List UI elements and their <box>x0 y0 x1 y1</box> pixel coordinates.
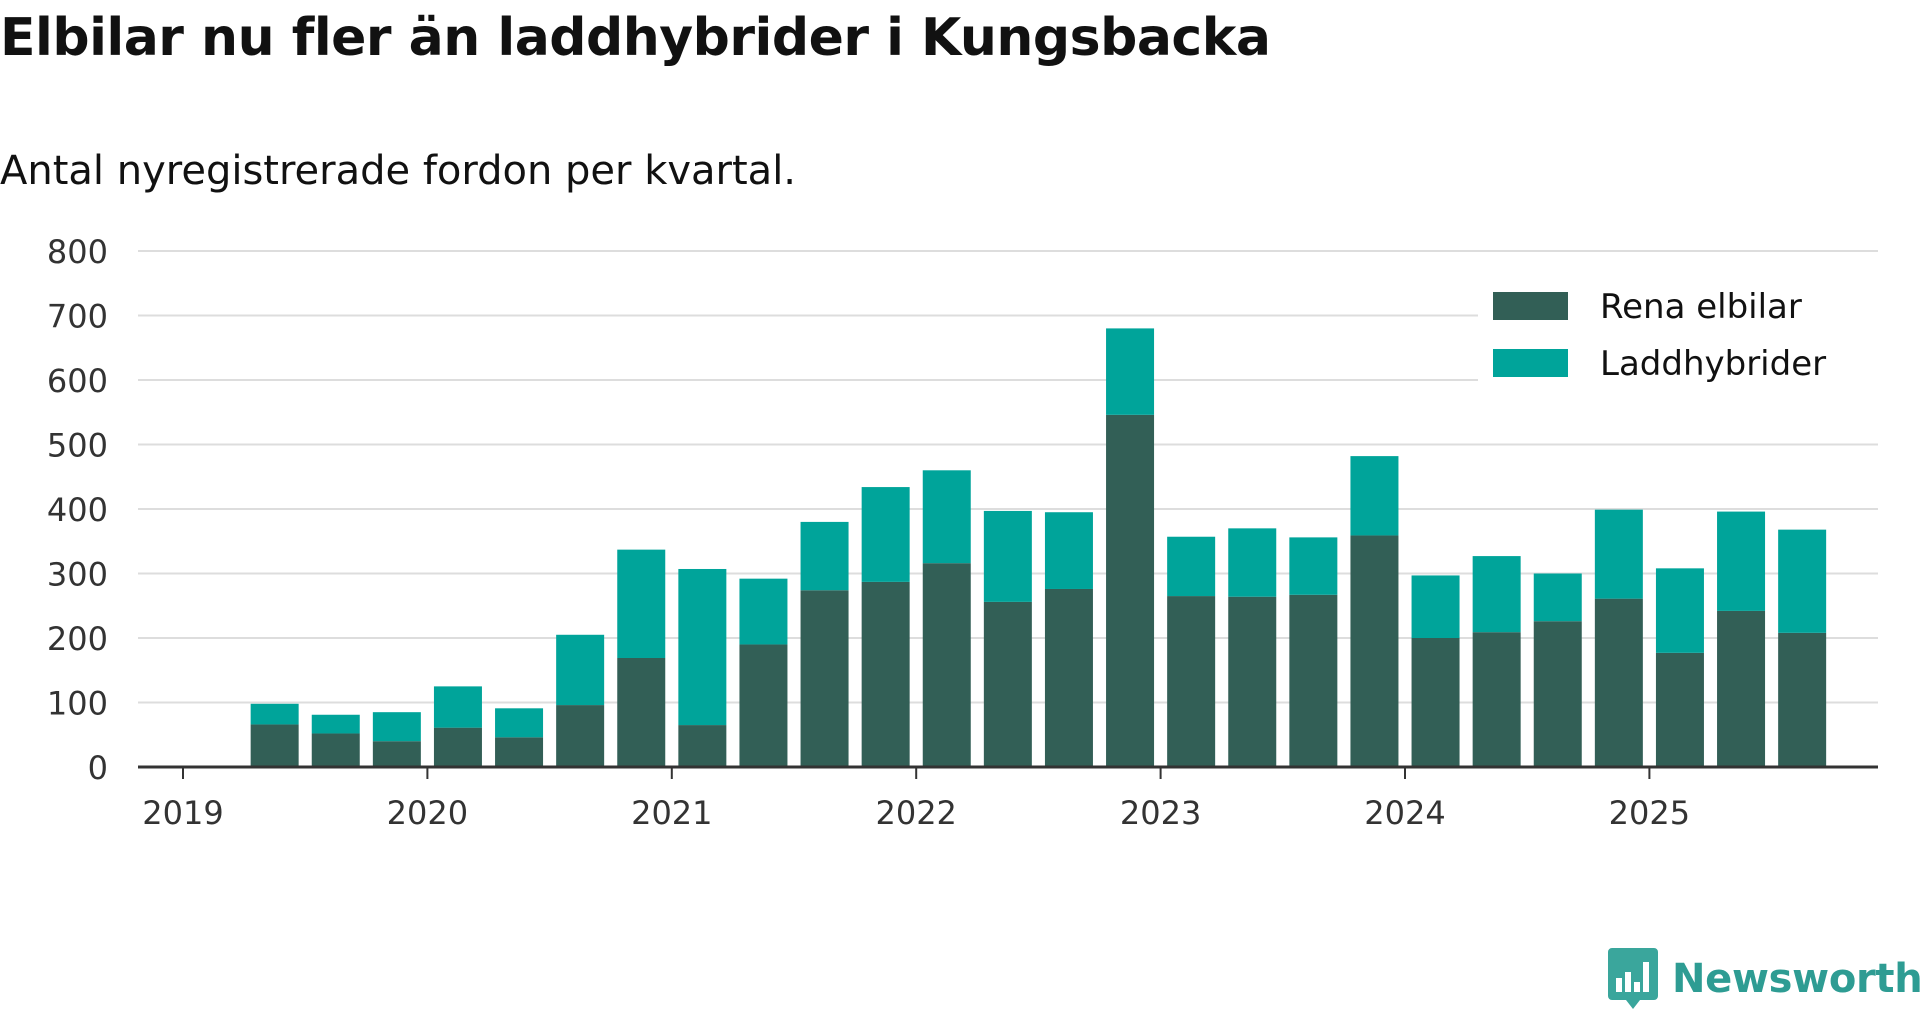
bar-segment <box>1228 528 1277 597</box>
bar-segment <box>1655 568 1704 653</box>
bar-segment <box>433 727 482 767</box>
y-tick-label: 500 <box>47 427 108 465</box>
bar-segment <box>1044 512 1093 589</box>
bar-segment <box>800 521 849 591</box>
y-tick-label: 600 <box>47 362 108 400</box>
bar-segment <box>495 737 544 767</box>
bar-segment <box>1778 529 1827 633</box>
bar-segment <box>1411 638 1460 767</box>
bar-segment <box>861 581 910 767</box>
y-tick-label: 100 <box>47 685 108 723</box>
bar-segment <box>678 725 727 767</box>
bar-segment <box>1167 596 1216 767</box>
x-tick-label: 2021 <box>631 794 712 832</box>
bar-segment <box>433 686 482 728</box>
bar-segment <box>556 705 605 767</box>
bar-segment <box>739 644 788 767</box>
bar-segment <box>617 549 666 658</box>
x-tick-label: 2024 <box>1364 794 1445 832</box>
brand-name: Newsworthy <box>1672 956 1920 1002</box>
bar-segment <box>922 563 971 767</box>
bar-segment <box>1411 575 1460 638</box>
bar-segment <box>556 634 605 706</box>
bar-segment <box>495 708 544 738</box>
bar-segment <box>250 724 299 767</box>
x-axis-ticks: 2019 2020 2021 2022 2023 2024 2025 <box>142 767 1690 832</box>
y-axis-ticks: 0 100 200 300 400 500 600 700 800 <box>47 233 108 787</box>
bar-series <box>250 328 1827 767</box>
bar-segment <box>1350 456 1399 536</box>
legend: Rena elbilar Laddhybrider <box>1478 287 1878 388</box>
bar-segment <box>372 712 421 742</box>
bar-segment <box>678 568 727 726</box>
bar-segment <box>1167 536 1216 597</box>
y-tick-label: 800 <box>47 233 108 271</box>
x-tick-label: 2022 <box>875 794 956 832</box>
y-tick-label: 300 <box>47 556 108 594</box>
bar-segment <box>1594 509 1643 599</box>
y-tick-label: 700 <box>47 298 108 336</box>
bar-segment <box>311 733 360 767</box>
bar-segment <box>1350 535 1399 767</box>
y-tick-label: 0 <box>88 749 108 787</box>
x-tick-label: 2020 <box>387 794 468 832</box>
bar-segment <box>861 487 910 582</box>
bar-segment <box>1717 610 1766 767</box>
legend-label: Rena elbilar <box>1600 287 1802 327</box>
y-tick-label: 200 <box>47 620 108 658</box>
bar-segment <box>617 657 666 767</box>
bar-segment <box>1228 596 1277 767</box>
bar-segment <box>1472 632 1521 767</box>
stacked-bar-chart: 2019 2020 2021 2022 2023 2024 2025 0 100 200 300 4… <box>47 233 1878 832</box>
legend-swatch <box>1493 349 1568 377</box>
bar-segment <box>1533 621 1582 767</box>
newsworthy-logo-icon <box>1608 948 1658 1009</box>
bar-segment <box>1289 537 1338 595</box>
bar-segment <box>739 578 788 645</box>
x-tick-label: 2023 <box>1120 794 1201 832</box>
x-tick-label: 2025 <box>1609 794 1690 832</box>
y-tick-label: 400 <box>47 491 108 529</box>
chart-subtitle: Antal nyregistrerade fordon per kvartal. <box>0 148 797 194</box>
bar-segment <box>1655 652 1704 767</box>
legend-swatch <box>1493 292 1568 320</box>
bar-segment <box>983 601 1032 767</box>
brand: Newsworthy <box>1608 948 1920 1010</box>
bar-segment <box>1044 588 1093 767</box>
bar-segment <box>1472 556 1521 633</box>
bar-segment <box>250 703 299 725</box>
bar-segment <box>1533 573 1582 622</box>
bar-segment <box>1106 414 1155 767</box>
bar-segment <box>800 590 849 767</box>
bar-segment <box>1778 632 1827 767</box>
bar-segment <box>1106 328 1155 415</box>
bar-segment <box>1594 598 1643 767</box>
bar-segment <box>1289 594 1338 767</box>
bar-segment <box>372 741 421 767</box>
x-tick-label: 2019 <box>142 794 223 832</box>
bar-segment <box>1717 511 1766 611</box>
chart-title: Elbilar nu fler än laddhybrider i Kungsb… <box>0 8 1271 68</box>
bar-segment <box>983 510 1032 602</box>
bar-segment <box>922 470 971 564</box>
bar-segment <box>311 714 360 734</box>
legend-label: Laddhybrider <box>1600 344 1826 384</box>
